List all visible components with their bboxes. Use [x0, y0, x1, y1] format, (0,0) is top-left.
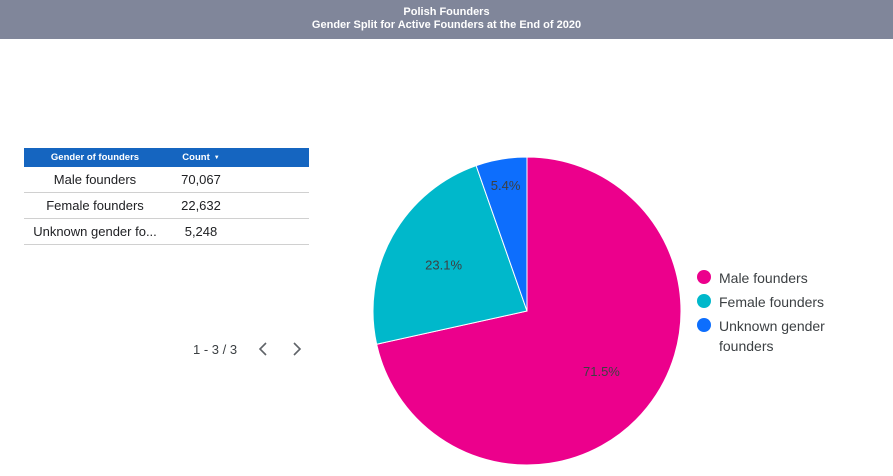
chart-legend: Male founders Female founders Unknown gend…	[697, 268, 849, 360]
slice-label-male: 71.5%	[583, 364, 620, 379]
legend-swatch-icon	[697, 270, 711, 284]
legend-item-female[interactable]: Female founders	[697, 292, 849, 312]
table-pagination: 1 - 3 / 3	[193, 339, 305, 359]
table-row: Male founders 70,067	[24, 167, 309, 193]
chevron-right-icon[interactable]	[287, 340, 305, 358]
table-header: Gender of founders Count ▼	[24, 148, 309, 167]
cell-count: 22,632	[181, 198, 221, 213]
table-row: Unknown gender fo... 5,248	[24, 219, 309, 245]
founders-table: Gender of founders Count ▼ Male founders…	[24, 148, 309, 245]
legend-swatch-icon	[697, 318, 711, 332]
cell-gender: Unknown gender fo...	[33, 224, 157, 239]
legend-label: Female founders	[719, 294, 825, 310]
report-title: Polish Founders	[403, 6, 490, 18]
chevron-left-icon[interactable]	[255, 340, 273, 358]
cell-gender: Female founders	[46, 198, 144, 213]
pie-slice-male[interactable]	[376, 156, 682, 466]
legend-label: Male founders	[719, 270, 808, 286]
cell-count: 70,067	[181, 172, 221, 187]
column-header-count-label: Count	[182, 152, 210, 163]
sort-descending-icon[interactable]: ▼	[213, 154, 220, 161]
cell-gender: Male founders	[53, 172, 137, 187]
legend-item-male[interactable]: Male founders	[697, 268, 849, 288]
chart-header: Polish Founders Gender Split for Active …	[0, 0, 893, 39]
report-subtitle: Gender Split for Active Founders at the …	[311, 19, 582, 31]
column-header-count[interactable]: Count ▼	[166, 152, 236, 163]
pie-slice-unknown[interactable]	[475, 156, 528, 312]
table-row: Female founders 22,632	[24, 193, 309, 219]
slice-label-unknown: 5.4%	[491, 178, 521, 193]
legend-label: Unknown gender founders	[719, 318, 825, 354]
column-header-gender[interactable]: Gender of founders	[50, 152, 140, 163]
slice-label-female: 23.1%	[425, 258, 462, 273]
pagination-range: 1 - 3 / 3	[193, 341, 238, 357]
legend-swatch-icon	[697, 294, 711, 308]
legend-item-unknown[interactable]: Unknown gender founders	[697, 316, 849, 356]
cell-count: 5,248	[184, 224, 218, 239]
pie-slice-female[interactable]	[372, 165, 528, 345]
